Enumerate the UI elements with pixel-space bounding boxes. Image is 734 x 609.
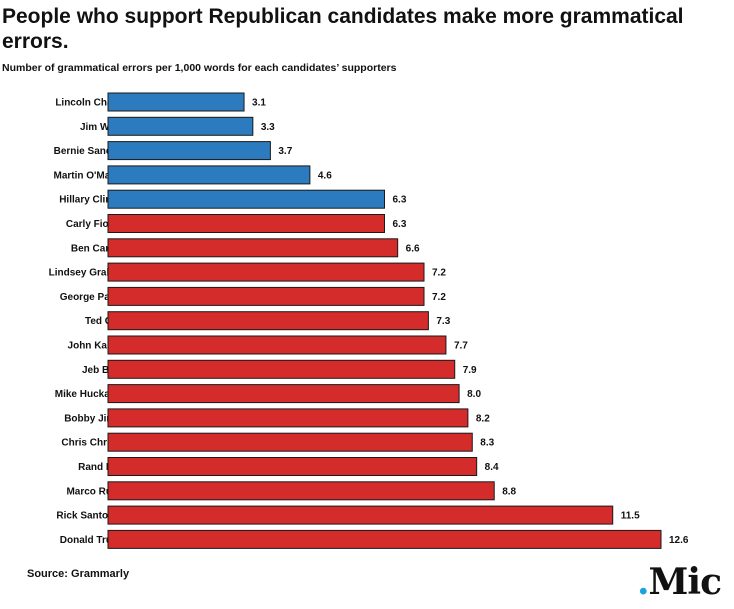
value-label-jeb-bush: 7.9	[463, 365, 477, 376]
value-label-jim-webb: 3.3	[261, 122, 275, 133]
category-label-george-pataki: George Pataki	[60, 292, 127, 303]
bar-jim-webb	[107, 116, 254, 136]
bar-george-pataki	[107, 286, 425, 306]
value-label-lincoln-chafee: 3.1	[252, 98, 266, 109]
value-label-marco-rubio: 8.8	[502, 486, 516, 497]
value-label-chris-christie: 8.3	[480, 438, 494, 449]
category-label-carly-fiorina: Carly Fiorina	[66, 219, 128, 230]
bar-martin-o-malley	[107, 165, 311, 185]
category-label-donald-trump: Donald Trump	[60, 535, 127, 546]
source-note: Source: Grammarly	[27, 568, 130, 580]
category-label-bobby-jindal: Bobby Jindal	[64, 413, 127, 424]
chart-title: People who support Republican candidates…	[2, 5, 684, 53]
category-label-rick-santorum: Rick Santorum	[56, 511, 127, 522]
value-label-rand-paul: 8.4	[485, 462, 499, 473]
category-label-chris-christie: Chris Christie	[61, 438, 127, 449]
chart-subtitle: Number of grammatical errors per 1,000 w…	[2, 62, 397, 74]
category-label-ted-cruz: Ted Cruz	[85, 316, 127, 327]
value-label-bernie-sanders: 3.7	[278, 146, 292, 157]
bar-chart: Lincoln Chafee 3.1 Jim Webb 3.3 Bernie Sande…	[49, 92, 689, 549]
value-label-rick-santorum: 11.5	[621, 511, 640, 522]
category-label-rand-paul: Rand Paul	[78, 462, 127, 473]
value-label-bobby-jindal: 8.2	[476, 413, 490, 424]
bar-bobby-jindal	[107, 408, 469, 428]
category-label-marco-rubio: Marco Rubio	[66, 486, 127, 497]
category-label-jeb-bush: Jeb Bush	[82, 365, 127, 376]
bar-bernie-sanders	[107, 141, 271, 161]
category-label-hillary-clinton: Hillary Clinton	[59, 195, 127, 206]
value-label-donald-trump: 12.6	[669, 535, 689, 546]
bar-carly-fiorina	[107, 214, 385, 233]
bar-john-kasich	[107, 335, 447, 355]
bar-ben-carson	[107, 238, 399, 258]
bar-lincoln-chafee	[107, 92, 245, 112]
value-label-martin-o-malley: 4.6	[318, 170, 332, 181]
bar-mike-huckabee	[107, 384, 460, 404]
category-label-ben-carson: Ben Carson	[71, 243, 127, 254]
value-label-ted-cruz: 7.3	[436, 316, 450, 327]
bar-marco-rubio	[107, 481, 495, 501]
category-label-bernie-sanders: Bernie Sanders	[54, 146, 128, 157]
bar-rand-paul	[107, 457, 478, 476]
value-label-john-kasich: 7.7	[454, 341, 468, 352]
value-label-lindsey-graham: 7.2	[432, 268, 446, 279]
value-label-ben-carson: 6.6	[406, 243, 420, 254]
value-label-mike-huckabee: 8.0	[467, 389, 481, 400]
value-label-carly-fiorina: 6.3	[393, 219, 407, 230]
bar-donald-trump	[107, 529, 662, 549]
logo-text: Mic	[648, 561, 722, 603]
category-label-lindsey-graham: Lindsey Graham	[49, 268, 127, 279]
category-label-john-kasich: John Kasich	[68, 341, 127, 352]
bar-rick-santorum	[107, 505, 614, 525]
value-label-hillary-clinton: 6.3	[393, 195, 407, 206]
logo-dot: .	[637, 561, 650, 603]
bar-hillary-clinton	[107, 189, 385, 209]
bar-jeb-bush	[107, 359, 456, 379]
category-label-jim-webb: Jim Webb	[80, 122, 127, 133]
bar-chris-christie	[107, 432, 473, 452]
category-label-martin-o-malley: Martin O'Malley	[53, 170, 127, 181]
bar-lindsey-graham	[107, 262, 425, 282]
bar-ted-cruz	[107, 311, 429, 331]
mic-logo: .Mic	[637, 561, 722, 603]
category-label-lincoln-chafee: Lincoln Chafee	[55, 98, 127, 109]
category-label-mike-huckabee: Mike Huckabee	[55, 389, 128, 400]
value-label-george-pataki: 7.2	[432, 292, 446, 303]
